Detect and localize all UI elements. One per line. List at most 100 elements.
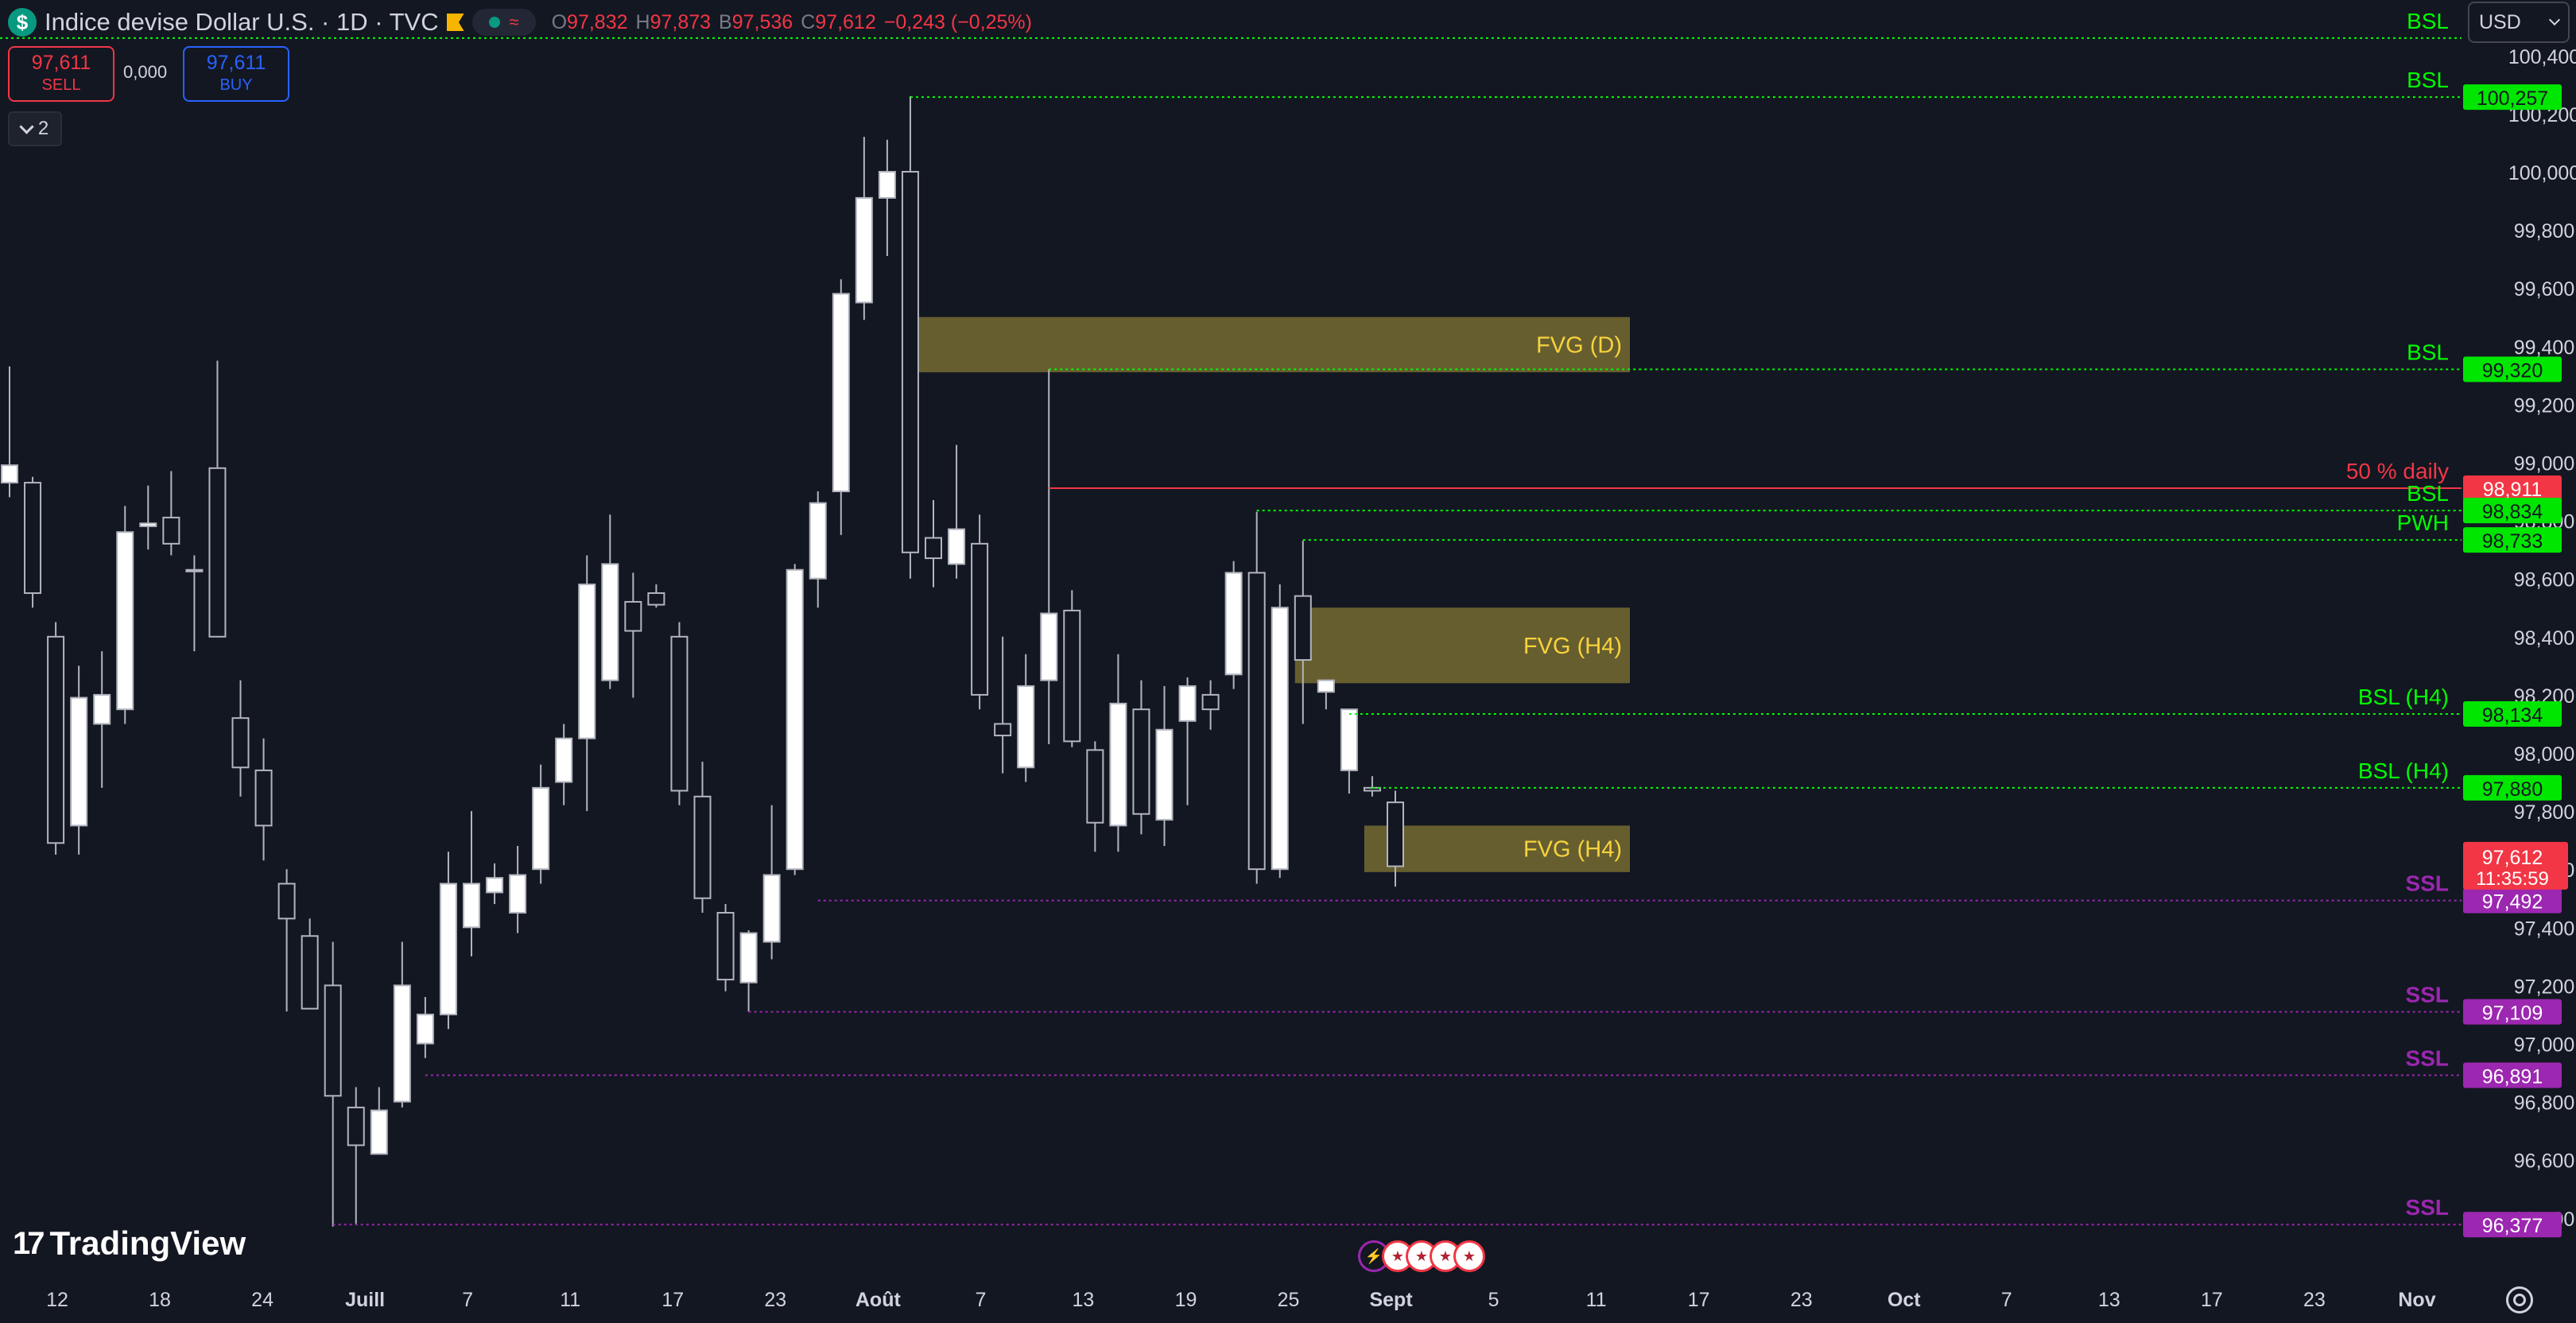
x-tick-label: 7 xyxy=(462,1289,473,1311)
candle-body-up xyxy=(832,293,850,493)
candle-body-down xyxy=(716,912,735,981)
x-tick-label: 13 xyxy=(1073,1289,1095,1311)
candle-body-down xyxy=(231,717,250,769)
symbol-title[interactable]: Indice devise Dollar U.S. · 1D · TVC xyxy=(45,8,439,36)
y-tick-label: 99,800 xyxy=(2514,220,2574,242)
candle-body-up xyxy=(1109,702,1127,827)
candle xyxy=(532,764,550,884)
buy-price: 97,611 xyxy=(206,52,266,74)
fvg-label: FVG (H4) xyxy=(1523,837,1622,863)
candle xyxy=(1247,511,1266,884)
price-tag xyxy=(2463,356,2562,382)
candle-body-down xyxy=(347,1106,365,1146)
x-tick-label: 11 xyxy=(1586,1289,1607,1311)
candle xyxy=(809,491,827,608)
tradingview-logo[interactable]: 17 TradingView xyxy=(13,1224,246,1263)
level-label: BSL xyxy=(2407,481,2449,506)
price-tag xyxy=(2463,84,2562,111)
candle-body-down xyxy=(925,537,942,560)
price-tag xyxy=(2463,999,2562,1025)
candle xyxy=(624,572,642,698)
candle-body-up xyxy=(1178,685,1197,722)
last-price-label: 97,612 xyxy=(2482,847,2543,869)
candle xyxy=(231,680,250,797)
candle-body-up xyxy=(1317,679,1335,693)
x-tick-label: 23 xyxy=(1790,1289,1813,1311)
candle xyxy=(116,506,134,724)
y-tick-label: 96,600 xyxy=(2514,1150,2574,1173)
fvg-label: FVG (H4) xyxy=(1523,634,1622,659)
price-tag-label: 98,911 xyxy=(2483,479,2543,501)
candle xyxy=(601,514,619,689)
price-tag xyxy=(2463,701,2562,727)
candle xyxy=(93,651,111,788)
tradingview-mark-icon: 17 xyxy=(13,1225,45,1261)
level-label: SSL xyxy=(2406,871,2449,896)
x-tick-label: 23 xyxy=(2303,1289,2326,1311)
candle xyxy=(1063,590,1081,747)
candle-body-up xyxy=(786,568,804,871)
candle xyxy=(254,738,273,861)
candle xyxy=(70,665,88,855)
candle-body-down xyxy=(1086,749,1104,824)
candle-body-up xyxy=(739,932,758,984)
currency-select[interactable]: USD xyxy=(2468,2,2570,43)
sell-button[interactable]: 97,611 SELL xyxy=(8,46,114,102)
candle xyxy=(647,584,665,608)
symbol-header: $ Indice devise Dollar U.S. · 1D · TVC ≈… xyxy=(8,3,1032,41)
chart-settings-gear-icon[interactable] xyxy=(2506,1286,2533,1313)
flag-icon[interactable] xyxy=(446,14,464,31)
fvg-zone xyxy=(1364,825,1630,872)
wave-icon: ≈ xyxy=(509,12,519,32)
candle-body-down xyxy=(624,600,642,632)
candle xyxy=(324,941,342,1227)
close-value: 97,612 xyxy=(815,10,876,33)
candle-body-up xyxy=(1224,572,1243,676)
buy-button[interactable]: 97,611 BUY xyxy=(183,46,289,102)
level-label: BSL xyxy=(2407,9,2449,33)
candle-body-down xyxy=(1063,609,1081,743)
candle xyxy=(1224,561,1243,689)
candle xyxy=(1340,708,1358,794)
candle xyxy=(1086,741,1104,852)
x-tick-label: 25 xyxy=(1278,1289,1300,1311)
price-tag xyxy=(2463,1062,2562,1088)
x-tick-label: Nov xyxy=(2398,1289,2435,1311)
candle xyxy=(878,139,896,256)
us-flag-icon[interactable]: ★ xyxy=(1406,1240,1437,1272)
x-tick-label: Oct xyxy=(1887,1289,1921,1311)
candle-body-up xyxy=(1340,708,1358,771)
level-label: BSL (H4) xyxy=(2358,758,2449,783)
price-tag-label: 97,109 xyxy=(2482,1003,2543,1025)
price-tag xyxy=(2463,498,2562,524)
y-tick-label: 97,000 xyxy=(2514,1034,2574,1057)
candle-body-up xyxy=(855,196,873,304)
economic-events[interactable]: ⚡ ★ ★ ★ ★ xyxy=(1358,1240,1485,1272)
candle-body-up xyxy=(1,464,18,484)
us-flag-icon[interactable]: ★ xyxy=(1453,1240,1485,1272)
price-tag-label: 98,134 xyxy=(2482,704,2543,727)
candle xyxy=(208,360,227,638)
candle xyxy=(1132,680,1150,835)
x-tick-label: 17 xyxy=(661,1289,684,1311)
candle-body-up xyxy=(439,883,457,1015)
candle-body-up xyxy=(486,877,504,894)
candle-body-down xyxy=(47,635,65,844)
currency-value: USD xyxy=(2479,10,2521,33)
level-label: 50 % daily xyxy=(2346,459,2449,483)
level-label: SSL xyxy=(2406,1195,2449,1220)
indicators-toggle[interactable]: 2 xyxy=(8,111,62,146)
candle xyxy=(185,555,204,652)
candle-body-down xyxy=(693,795,712,899)
price-tag-label: 98,834 xyxy=(2482,501,2543,523)
candle-body-up xyxy=(185,568,204,572)
market-status[interactable]: ≈ xyxy=(471,9,536,36)
candle xyxy=(971,514,989,710)
candle xyxy=(1294,541,1312,724)
fvg-zone xyxy=(902,316,1630,373)
candle xyxy=(1017,654,1035,782)
candle xyxy=(509,845,527,933)
candle-body-down xyxy=(1201,693,1220,711)
last-price-tag xyxy=(2463,841,2568,890)
